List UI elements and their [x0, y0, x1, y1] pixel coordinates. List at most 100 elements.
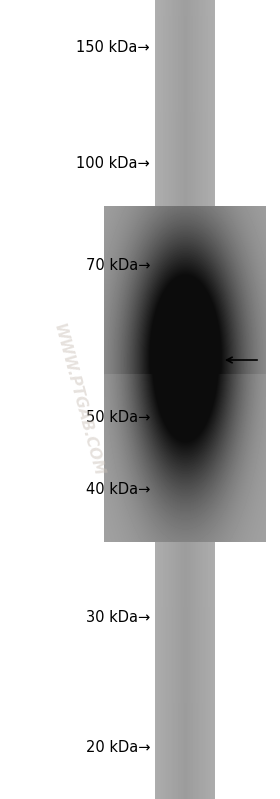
Bar — [159, 0, 160, 799]
Bar — [203, 0, 204, 799]
Bar — [164, 0, 165, 799]
Bar — [155, 400, 215, 415]
Bar — [165, 0, 166, 799]
Bar — [155, 352, 215, 368]
Bar — [155, 240, 215, 256]
Bar — [183, 0, 184, 799]
Bar — [155, 687, 215, 703]
Bar — [211, 0, 212, 799]
Bar — [180, 0, 181, 799]
Bar — [155, 735, 215, 751]
Bar — [155, 703, 215, 719]
Bar — [206, 0, 207, 799]
Bar — [174, 0, 175, 799]
Text: 150 kDa→: 150 kDa→ — [76, 41, 150, 55]
Bar — [155, 368, 215, 384]
Bar — [155, 192, 215, 208]
Bar — [155, 719, 215, 735]
Bar — [155, 463, 215, 479]
Bar — [170, 0, 171, 799]
Bar — [182, 0, 183, 799]
Bar — [155, 272, 215, 288]
Bar — [155, 575, 215, 591]
Bar — [155, 527, 215, 543]
Bar — [155, 639, 215, 655]
Bar — [188, 0, 189, 799]
Bar — [204, 0, 205, 799]
Bar — [155, 0, 215, 16]
Text: 100 kDa→: 100 kDa→ — [76, 156, 150, 170]
Bar — [209, 0, 210, 799]
Bar — [207, 0, 208, 799]
Bar — [155, 32, 215, 48]
Bar — [177, 0, 178, 799]
Bar — [155, 16, 215, 32]
Text: 30 kDa→: 30 kDa→ — [86, 610, 150, 625]
Bar — [192, 0, 193, 799]
Bar — [194, 0, 195, 799]
Bar — [155, 176, 215, 192]
Bar — [214, 0, 215, 799]
Bar — [198, 0, 199, 799]
Bar — [155, 48, 215, 64]
Bar — [155, 128, 215, 144]
Bar — [161, 0, 162, 799]
Bar — [176, 0, 177, 799]
Bar — [185, 0, 186, 799]
Bar — [155, 0, 156, 799]
Bar — [184, 0, 185, 799]
Bar — [155, 783, 215, 799]
Bar — [155, 415, 215, 431]
Text: WWW.PTGAB.COM: WWW.PTGAB.COM — [50, 322, 106, 478]
Bar — [210, 0, 211, 799]
Bar — [155, 431, 215, 447]
Bar — [155, 751, 215, 767]
Bar — [155, 288, 215, 304]
Bar — [155, 479, 215, 495]
Bar — [201, 0, 202, 799]
Bar — [213, 0, 214, 799]
Bar — [190, 0, 191, 799]
Text: 70 kDa→: 70 kDa→ — [85, 257, 150, 272]
Bar — [155, 96, 215, 112]
Bar — [167, 0, 168, 799]
Bar — [169, 0, 170, 799]
Bar — [155, 224, 215, 240]
Bar — [193, 0, 194, 799]
Bar — [191, 0, 192, 799]
Bar — [158, 0, 159, 799]
Bar — [155, 671, 215, 687]
Bar — [199, 0, 200, 799]
Bar — [155, 144, 215, 160]
Bar — [155, 511, 215, 527]
Bar — [175, 0, 176, 799]
Bar — [155, 336, 215, 352]
Bar — [187, 0, 188, 799]
Bar — [155, 320, 215, 336]
Bar — [155, 447, 215, 463]
Bar — [155, 80, 215, 96]
Bar — [186, 0, 187, 799]
Bar — [178, 0, 179, 799]
Bar — [200, 0, 201, 799]
Bar — [212, 0, 213, 799]
Bar — [155, 384, 215, 400]
Bar — [166, 0, 167, 799]
Bar — [155, 160, 215, 176]
Bar — [171, 0, 172, 799]
Bar — [155, 304, 215, 320]
Bar — [195, 0, 196, 799]
Bar — [160, 0, 161, 799]
Bar — [155, 767, 215, 783]
Bar — [155, 591, 215, 607]
Bar — [173, 0, 174, 799]
Text: 50 kDa→: 50 kDa→ — [86, 411, 150, 426]
Bar — [162, 0, 163, 799]
Bar — [163, 0, 164, 799]
Bar — [179, 0, 180, 799]
Bar — [157, 0, 158, 799]
Bar — [155, 256, 215, 272]
Bar — [155, 559, 215, 575]
Bar — [202, 0, 203, 799]
Bar — [155, 112, 215, 128]
